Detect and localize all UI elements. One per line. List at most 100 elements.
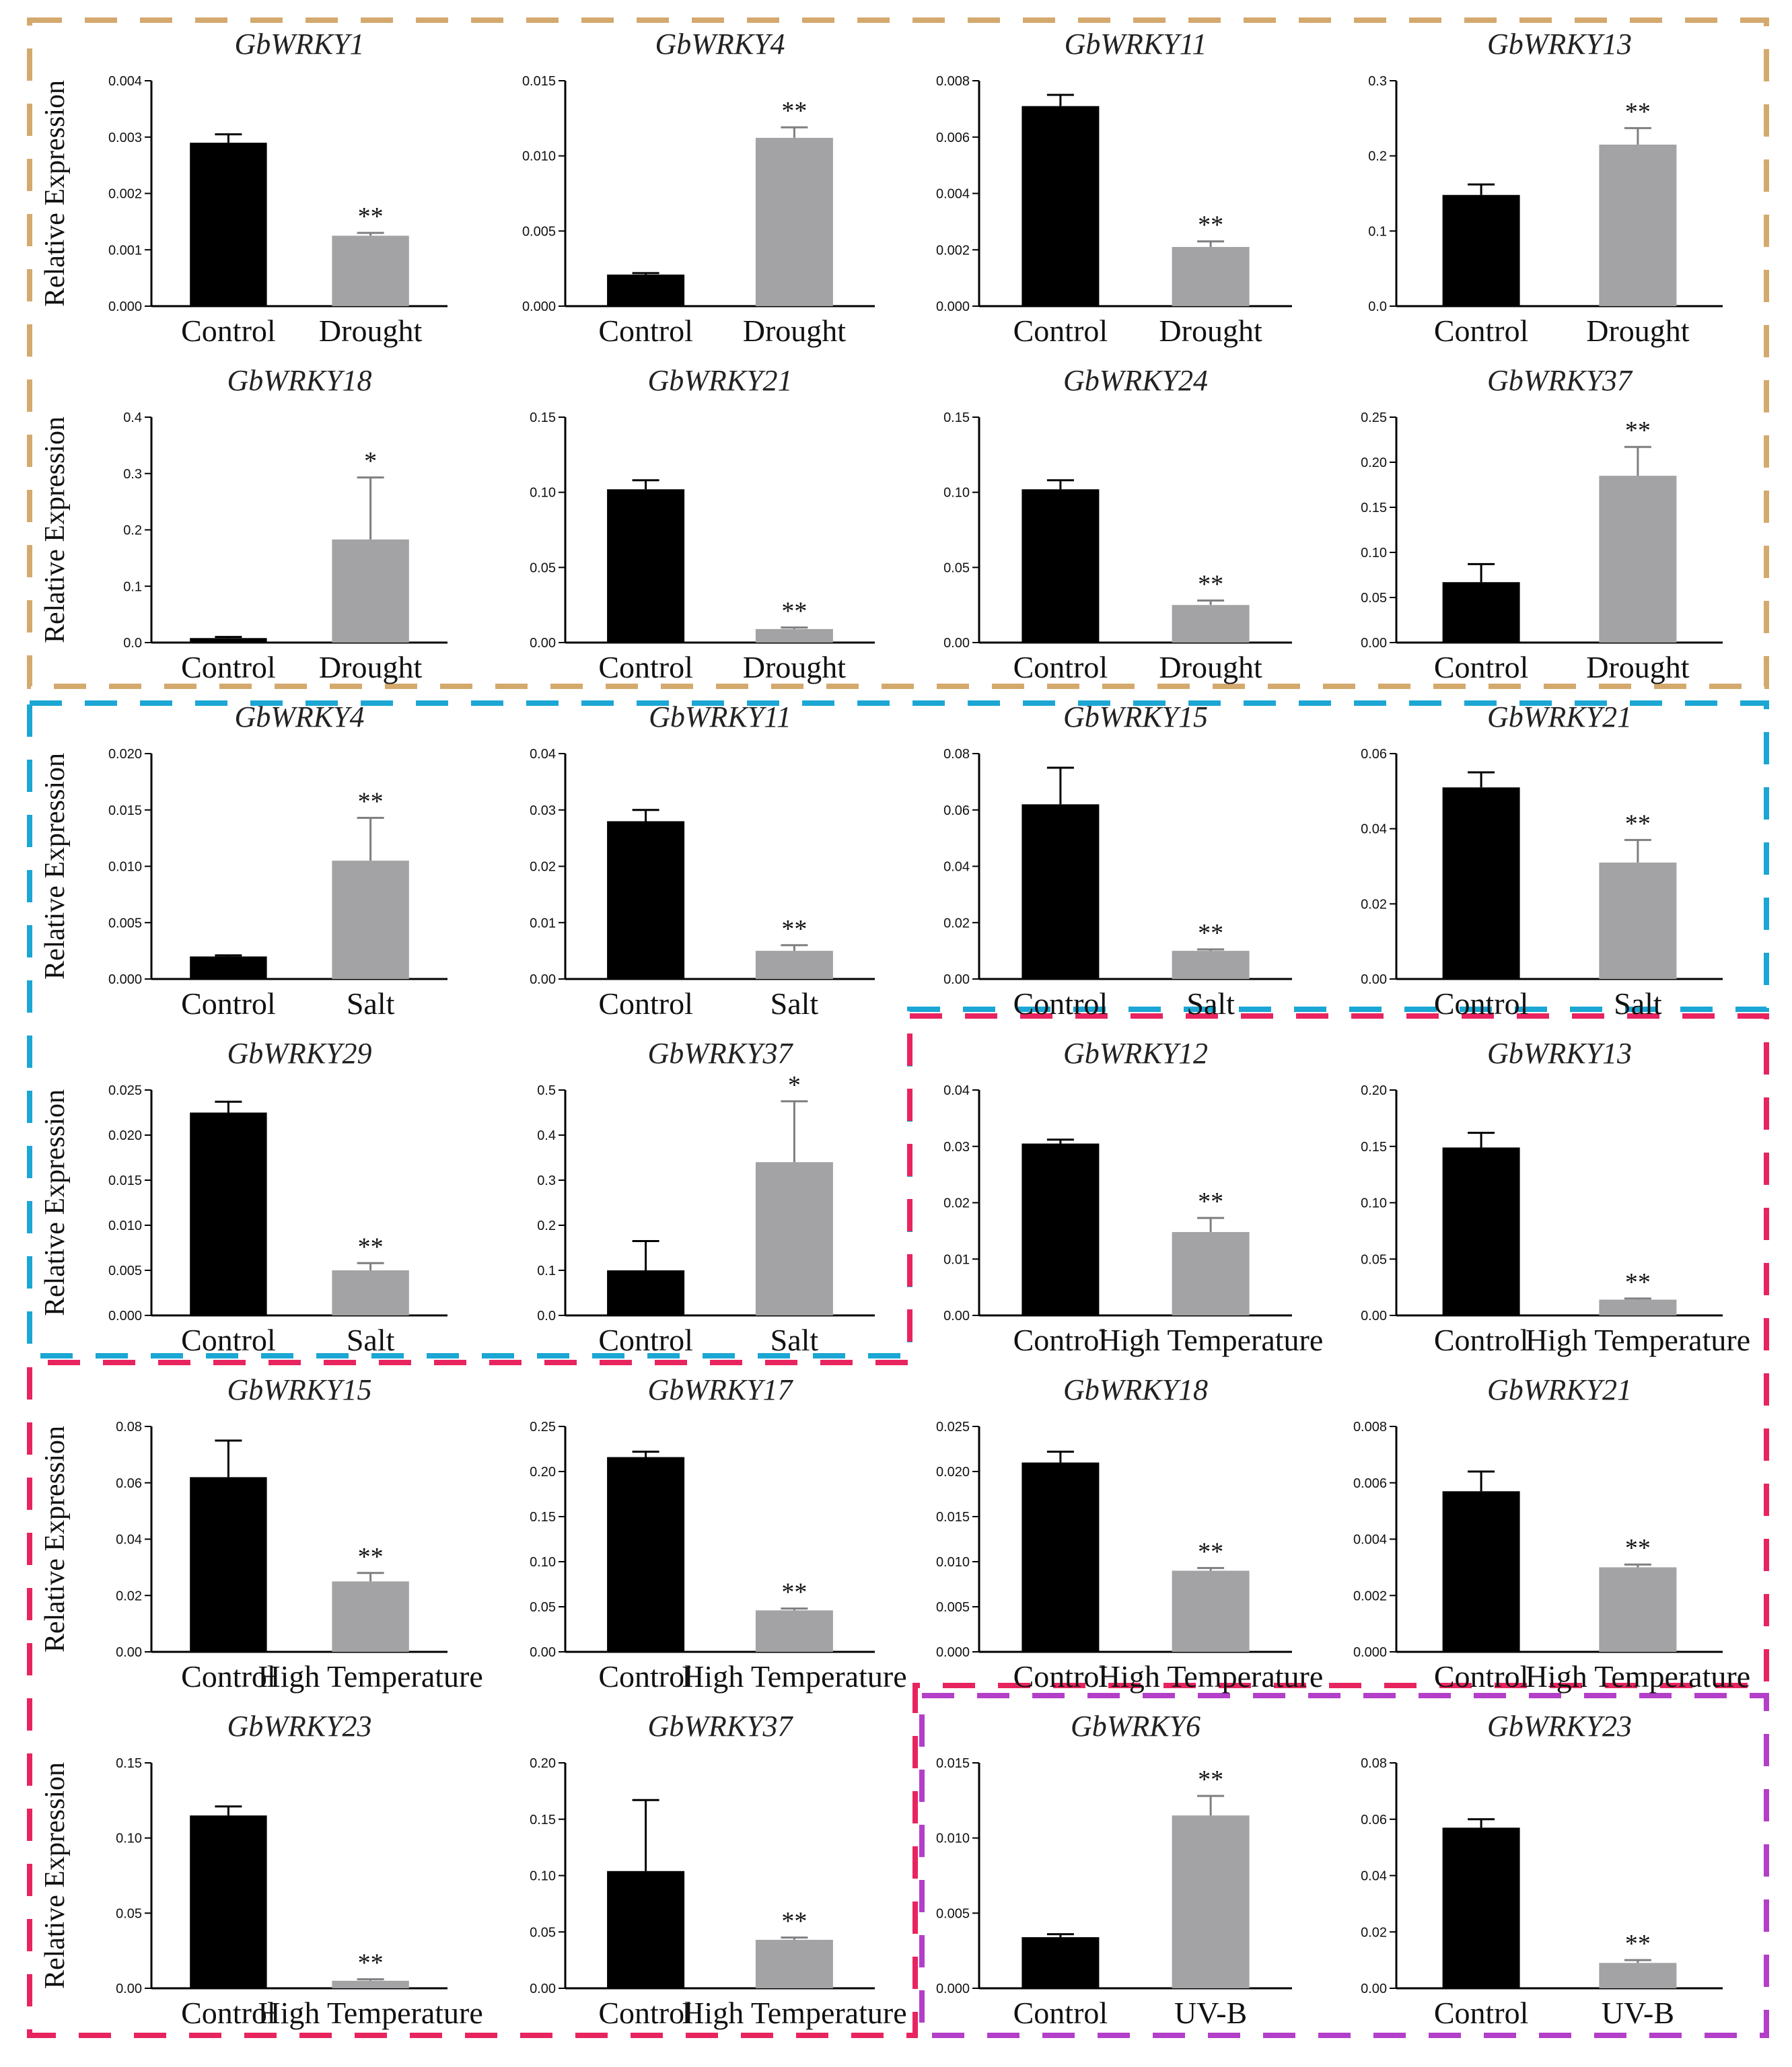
- significance-mark: **: [1625, 809, 1651, 838]
- category-label: Drought: [1159, 314, 1262, 348]
- y-tick-label: 0.2: [123, 523, 142, 538]
- chart-title: GbWRKY21: [1487, 700, 1632, 733]
- y-tick-label: 0.00: [530, 636, 556, 651]
- y-tick-label: 0.20: [1361, 1083, 1387, 1098]
- y-tick-label: 0.000: [108, 972, 142, 987]
- y-tick-label: 0.06: [1361, 1813, 1387, 1827]
- bar-control: [1442, 1147, 1520, 1315]
- y-tick-label: 0.01: [530, 916, 556, 931]
- y-tick-label: 0.000: [1353, 1645, 1387, 1660]
- bar-treatment: [755, 628, 833, 643]
- y-tick-label: 0.006: [1353, 1476, 1387, 1491]
- y-tick-label: 0.025: [936, 1420, 970, 1435]
- bar-treatment: [332, 235, 409, 306]
- significance-mark: **: [1625, 416, 1651, 445]
- chart-title: GbWRKY37: [1487, 364, 1633, 397]
- category-label: Control: [181, 986, 276, 1021]
- y-tick-label: 0.00: [943, 636, 970, 651]
- bar-control: [1022, 804, 1100, 979]
- y-tick-label: 0.3: [537, 1173, 556, 1188]
- y-tick-label: 0.005: [108, 1264, 142, 1278]
- category-label: Control: [598, 1659, 693, 1694]
- y-tick-label: 0.006: [936, 131, 970, 145]
- y-tick-label: 0.05: [530, 1925, 556, 1940]
- drought-group-border: [27, 17, 1769, 689]
- y-tick-label: 0.00: [943, 972, 970, 987]
- chart-panel-5: GbWRKY18 Relative Expression 0.0 0.1 0.2 0.3 0…: [40, 364, 447, 684]
- significance-mark: **: [1198, 211, 1223, 240]
- y-axis-label: Relative Expression: [40, 753, 71, 980]
- y-tick-label: 0.005: [936, 1906, 970, 1921]
- y-tick-label: 0.00: [943, 1309, 970, 1323]
- bar-treatment: [332, 1980, 409, 1988]
- bar-control: [1022, 1143, 1100, 1315]
- y-tick-label: 0.2: [1368, 149, 1387, 164]
- y-tick-label: 0.10: [943, 486, 970, 501]
- y-tick-label: 0.002: [936, 243, 970, 258]
- category-label: Salt: [347, 986, 395, 1021]
- y-tick-label: 0.02: [530, 860, 556, 875]
- chart-title: GbWRKY15: [1063, 700, 1208, 733]
- chart-panel-7: GbWRKY24 0.00 0.05 0.10 0.15 Control ** Drought: [943, 364, 1292, 684]
- bar-treatment: [1599, 1299, 1677, 1315]
- y-tick-label: 0.00: [530, 1982, 556, 1996]
- category-label: Salt: [770, 986, 819, 1021]
- y-tick-label: 0.25: [1361, 410, 1387, 425]
- y-tick-label: 0.15: [1361, 501, 1387, 515]
- chart-panel-21: GbWRKY23 Relative Expression 0.00 0.05 0.10 0…: [40, 1710, 483, 2030]
- category-label: Control: [1434, 650, 1529, 684]
- y-tick-label: 0.02: [116, 1589, 142, 1603]
- y-tick-label: 0.000: [936, 299, 970, 314]
- bar-treatment: [1172, 1570, 1250, 1652]
- y-tick-label: 0.06: [943, 803, 970, 818]
- chart-title: GbWRKY18: [1063, 1373, 1208, 1406]
- bar-control: [607, 489, 685, 643]
- y-axis-label: Relative Expression: [40, 416, 71, 643]
- y-tick-label: 0.1: [1368, 224, 1387, 239]
- chart-panel-22: GbWRKY37 0.00 0.05 0.10 0.15 0.20 Control ** Hig…: [530, 1710, 907, 2030]
- y-tick-label: 0.15: [116, 1756, 142, 1771]
- chart-panel-20: GbWRKY21 0.000 0.002 0.004 0.006 0.008 Control…: [1353, 1373, 1750, 1694]
- category-label: Control: [181, 1659, 276, 1694]
- category-label: High Temperature: [682, 1659, 906, 1694]
- bar-treatment: [755, 1610, 833, 1652]
- bar-control: [1442, 194, 1520, 306]
- y-tick-label: 0.015: [936, 1756, 970, 1771]
- y-tick-label: 0.00: [1361, 972, 1387, 987]
- bar-treatment: [1599, 144, 1677, 306]
- chart-title: GbWRKY4: [655, 28, 785, 61]
- y-tick-label: 0.08: [116, 1420, 142, 1435]
- significance-mark: **: [1625, 1930, 1651, 1958]
- chart-title: GbWRKY15: [227, 1373, 371, 1406]
- chart-panel-1: GbWRKY1 Relative Expression 0.000 0.001 0.00…: [40, 28, 447, 348]
- chart-title: GbWRKY37: [647, 1037, 793, 1070]
- y-tick-label: 0.15: [943, 410, 970, 425]
- y-tick-label: 0.1: [537, 1264, 556, 1278]
- chart-panel-24: GbWRKY23 0.00 0.02 0.04 0.06 0.08 Control ** UV-…: [1361, 1710, 1723, 2030]
- category-label: Drought: [1159, 650, 1262, 684]
- y-tick-label: 0.010: [108, 1219, 142, 1233]
- category-label: High Temperature: [1526, 1659, 1750, 1694]
- category-label: UV-B: [1602, 1996, 1674, 2030]
- y-axis-label: Relative Expression: [40, 80, 71, 307]
- y-tick-label: 0.002: [1353, 1589, 1387, 1603]
- chart-title: GbWRKY13: [1487, 1037, 1632, 1070]
- chart-title: GbWRKY37: [647, 1710, 793, 1743]
- bar-treatment: [1172, 951, 1250, 979]
- bar-control: [190, 956, 267, 979]
- bar-treatment: [332, 1270, 409, 1315]
- bar-control: [607, 1871, 685, 1988]
- bar-treatment: [755, 951, 833, 979]
- y-tick-label: 0.015: [522, 74, 556, 89]
- heat-group-border: [27, 1013, 1769, 2038]
- bar-control: [1022, 489, 1100, 643]
- category-label: Control: [598, 314, 693, 348]
- y-tick-label: 0.000: [936, 1982, 970, 1996]
- significance-mark: **: [1625, 98, 1651, 126]
- significance-mark: **: [1625, 1534, 1651, 1562]
- bar-control: [607, 1270, 685, 1315]
- category-label: Control: [181, 1323, 276, 1357]
- y-tick-label: 0.00: [1361, 1982, 1387, 1996]
- category-label: High Temperature: [1098, 1659, 1323, 1694]
